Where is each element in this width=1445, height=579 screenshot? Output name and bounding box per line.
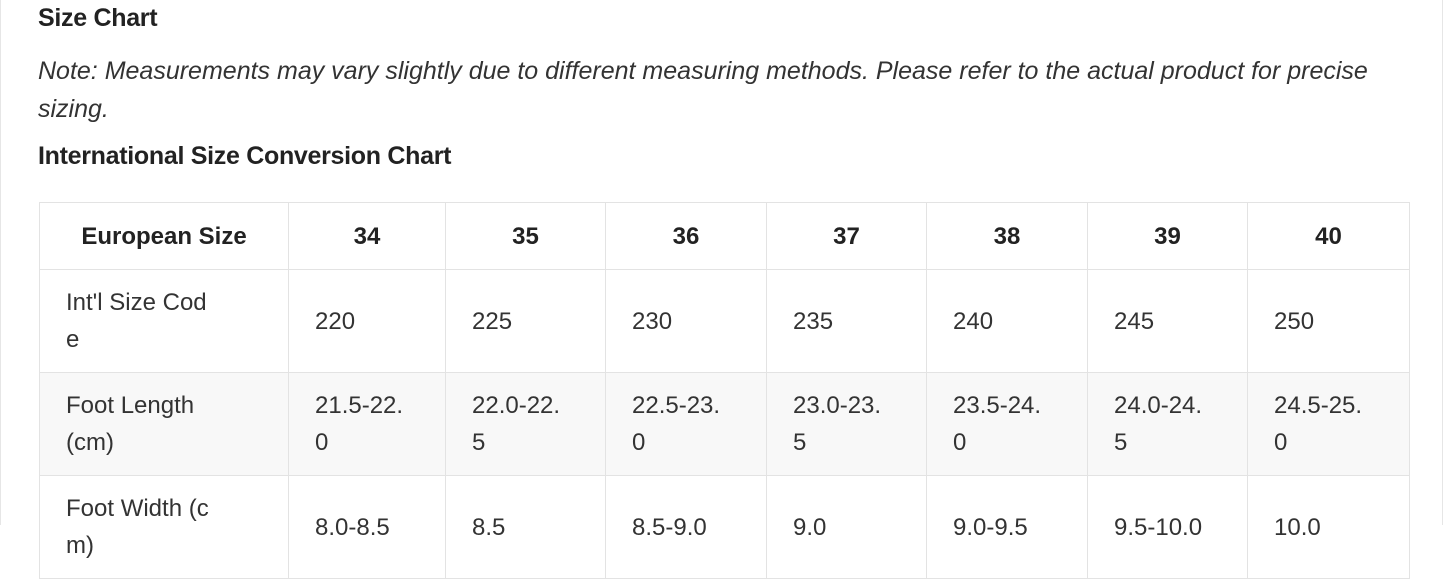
table-cell: 22.5-23.0 [605, 372, 767, 476]
column-header: 39 [1087, 202, 1248, 270]
column-header: 37 [766, 202, 927, 270]
table-row: Int'l Size Code 220 225 230 235 240 245 250 [39, 269, 1410, 373]
table-cell: 23.0-23.5 [766, 372, 927, 476]
table-cell: 10.0 [1247, 475, 1410, 579]
size-table: European Size 34 35 36 37 38 39 40 Int'l Size C… [39, 202, 1410, 579]
column-header: 35 [445, 202, 606, 270]
column-header: 36 [605, 202, 767, 270]
table-row: Foot Width (cm) 8.0-8.5 8.5 8.5-9.0 9.0 9.0-9… [39, 475, 1410, 579]
table-cell: 9.0 [766, 475, 927, 579]
table-cell: 245 [1087, 269, 1248, 373]
table-cell: 240 [926, 269, 1088, 373]
table-cell: 9.0-9.5 [926, 475, 1088, 579]
column-header: 34 [288, 202, 446, 270]
note: Note: Measurements may vary slightly due… [38, 57, 1368, 123]
header-row: European Size 34 35 36 37 38 39 40 [39, 202, 1410, 270]
table-cell: 8.5-9.0 [605, 475, 767, 579]
column-header: 40 [1247, 202, 1410, 270]
table-cell: 22.0-22.5 [445, 372, 606, 476]
table-cell: 24.0-24.5 [1087, 372, 1248, 476]
table-cell: 235 [766, 269, 927, 373]
title: Size Chart [38, 4, 158, 32]
table-cell: 250 [1247, 269, 1410, 373]
table-cell: 8.0-8.5 [288, 475, 446, 579]
table-row: Foot Length (cm) 21.5-22.0 22.0-22.5 22.5-2… [39, 372, 1410, 476]
column-header: 38 [926, 202, 1088, 270]
table-cell: 21.5-22.0 [288, 372, 446, 476]
table-cell: 23.5-24.0 [926, 372, 1088, 476]
table-body: Int'l Size Code 220 225 230 235 240 245 250 Foot… [39, 269, 1410, 579]
table-cell: 9.5-10.0 [1087, 475, 1248, 579]
subtitle: International Size Conversion Chart [38, 142, 452, 170]
table-cell: 225 [445, 269, 606, 373]
row-label: Int'l Size Code [39, 269, 289, 373]
row-label: Foot Length (cm) [39, 372, 289, 476]
table-cell: 230 [605, 269, 767, 373]
column-header: European Size [39, 202, 289, 270]
table-cell: 8.5 [445, 475, 606, 579]
table-cell: 24.5-25.0 [1247, 372, 1410, 476]
row-label: Foot Width (cm) [39, 475, 289, 579]
table-cell: 220 [288, 269, 446, 373]
